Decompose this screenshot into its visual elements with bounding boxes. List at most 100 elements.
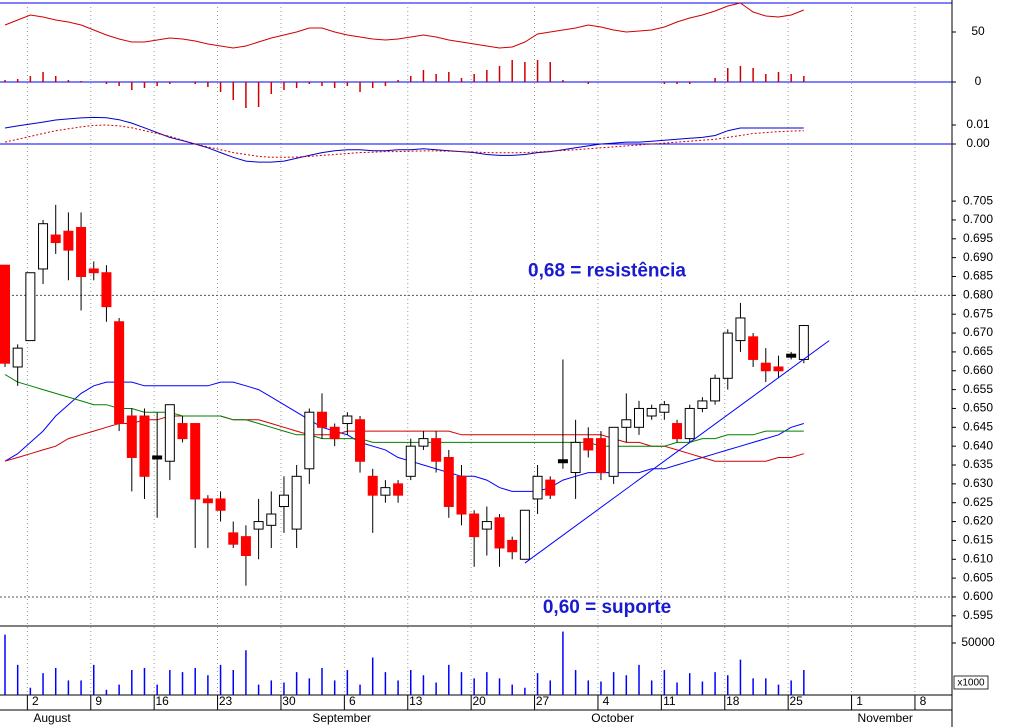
candle-body	[494, 517, 505, 549]
candle-body	[545, 479, 556, 496]
y-tick-label: 0.630	[963, 476, 993, 490]
candle-body	[253, 521, 264, 530]
y-tick-label: 50000	[961, 635, 995, 649]
candle-body	[139, 415, 150, 477]
candle-body	[684, 407, 695, 440]
candle-body	[317, 411, 327, 428]
candle-body	[748, 336, 759, 360]
y-tick-label: 50	[971, 24, 985, 38]
candle-body	[405, 445, 416, 477]
x-tick-label: 25	[789, 694, 803, 708]
y-tick-label: 0.690	[963, 250, 993, 264]
candle-body	[380, 487, 391, 496]
candle-body	[570, 441, 581, 474]
candle-body	[177, 423, 188, 440]
reference-label: 0,68 = resistência	[528, 260, 686, 281]
candle-body	[114, 321, 125, 425]
candle-body	[329, 426, 340, 440]
candle-body	[291, 475, 302, 530]
candle-body	[773, 366, 784, 372]
candle-body	[608, 426, 619, 477]
indicator-line	[4, 2, 804, 49]
y-tick-label: 0.605	[963, 570, 993, 584]
month-label: October	[591, 711, 634, 725]
x-tick-label: 2	[32, 694, 39, 708]
month-label: August	[33, 711, 71, 725]
month-label: September	[312, 711, 371, 725]
y-tick-label: 0.600	[963, 589, 993, 603]
candle-body	[50, 234, 61, 244]
x-tick-label: 30	[282, 694, 296, 708]
candle-body	[583, 438, 594, 451]
candle-body	[228, 532, 239, 545]
x-tick-label: 9	[95, 694, 102, 708]
candle-body	[152, 455, 163, 460]
unit-box	[953, 675, 989, 690]
candle-body	[101, 272, 112, 308]
candle-body	[12, 347, 23, 368]
candle-body	[0, 264, 10, 364]
candle-body	[634, 407, 644, 428]
x-tick-label: 4	[603, 694, 610, 708]
candle-body	[659, 404, 670, 413]
y-tick-label: 0.675	[963, 306, 993, 320]
x-tick-label: 13	[409, 694, 423, 708]
candle-body	[672, 423, 683, 440]
y-tick-label: 0.650	[963, 401, 993, 415]
y-tick-label: 0.615	[963, 533, 993, 547]
candle-body	[760, 362, 771, 372]
candle-body	[202, 498, 213, 504]
candle-body	[697, 400, 708, 409]
indicator-line	[4, 374, 804, 447]
candle-body	[304, 411, 315, 470]
month-label: November	[858, 711, 913, 725]
y-tick-label: 0.01	[966, 117, 990, 131]
candle-body	[215, 498, 226, 511]
y-tick-label: 0.595	[963, 608, 993, 622]
y-tick-label: 0.635	[963, 457, 993, 471]
candle-body	[88, 268, 99, 274]
candle-body	[126, 415, 137, 458]
unit-label: x1000	[957, 678, 985, 689]
candle-body	[456, 475, 467, 515]
x-tick-label: 23	[219, 694, 233, 708]
y-tick-label: 0.700	[963, 212, 993, 226]
trendline	[524, 340, 830, 564]
candle-body	[418, 438, 429, 447]
y-tick-label: 0.655	[963, 382, 993, 396]
indicator-line	[4, 116, 804, 163]
indicator-line	[4, 124, 804, 158]
y-tick-label: 0.695	[963, 231, 993, 245]
candle-body	[786, 353, 797, 358]
y-tick-label: 0.620	[963, 514, 993, 528]
candle-body	[342, 415, 353, 425]
x-tick-label: 20	[472, 694, 486, 708]
x-tick-label: 11	[663, 694, 676, 708]
y-tick-label: 0	[975, 74, 982, 88]
y-tick-label: 0.645	[963, 419, 993, 433]
candle-body	[393, 483, 404, 496]
candle-body	[469, 513, 480, 538]
candle-body	[507, 539, 518, 553]
candle-body	[710, 377, 721, 402]
y-tick-label: 0.625	[963, 495, 993, 509]
candle-body	[164, 404, 175, 462]
y-tick-label: 0.610	[963, 551, 993, 565]
candle-body	[519, 509, 530, 560]
x-tick-label: 6	[349, 694, 356, 708]
candle-body	[431, 438, 442, 462]
candle-body	[798, 325, 809, 360]
candle-body	[367, 475, 378, 496]
candle-body	[595, 438, 606, 474]
indicator-line	[4, 381, 804, 492]
candle-body	[646, 407, 657, 417]
x-tick-label: 1	[856, 694, 863, 708]
candle-body	[722, 332, 733, 379]
candle-body	[38, 223, 49, 270]
x-tick-label: 27	[536, 694, 550, 708]
candle-body	[532, 475, 543, 500]
candle-body	[621, 419, 632, 428]
candle-body	[190, 423, 201, 500]
